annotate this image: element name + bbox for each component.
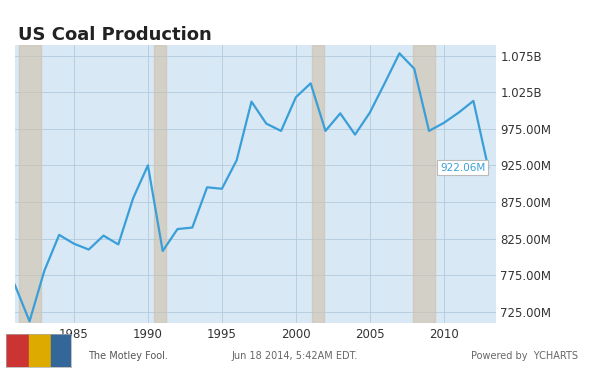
Bar	[51, 334, 71, 367]
Bar	[6, 334, 28, 367]
Bar	[312, 45, 324, 323]
Text: US Coal Production: US Coal Production	[18, 26, 211, 44]
Bar	[19, 45, 41, 323]
Bar	[154, 45, 166, 323]
Text: Powered by  YCHARTS: Powered by YCHARTS	[471, 351, 578, 361]
Text: Jun 18 2014, 5:42AM EDT.: Jun 18 2014, 5:42AM EDT.	[232, 351, 358, 361]
Bar	[413, 45, 435, 323]
Text: 922.06M: 922.06M	[440, 162, 485, 173]
Text: The Motley Fool.: The Motley Fool.	[88, 351, 168, 361]
Bar	[28, 334, 51, 367]
